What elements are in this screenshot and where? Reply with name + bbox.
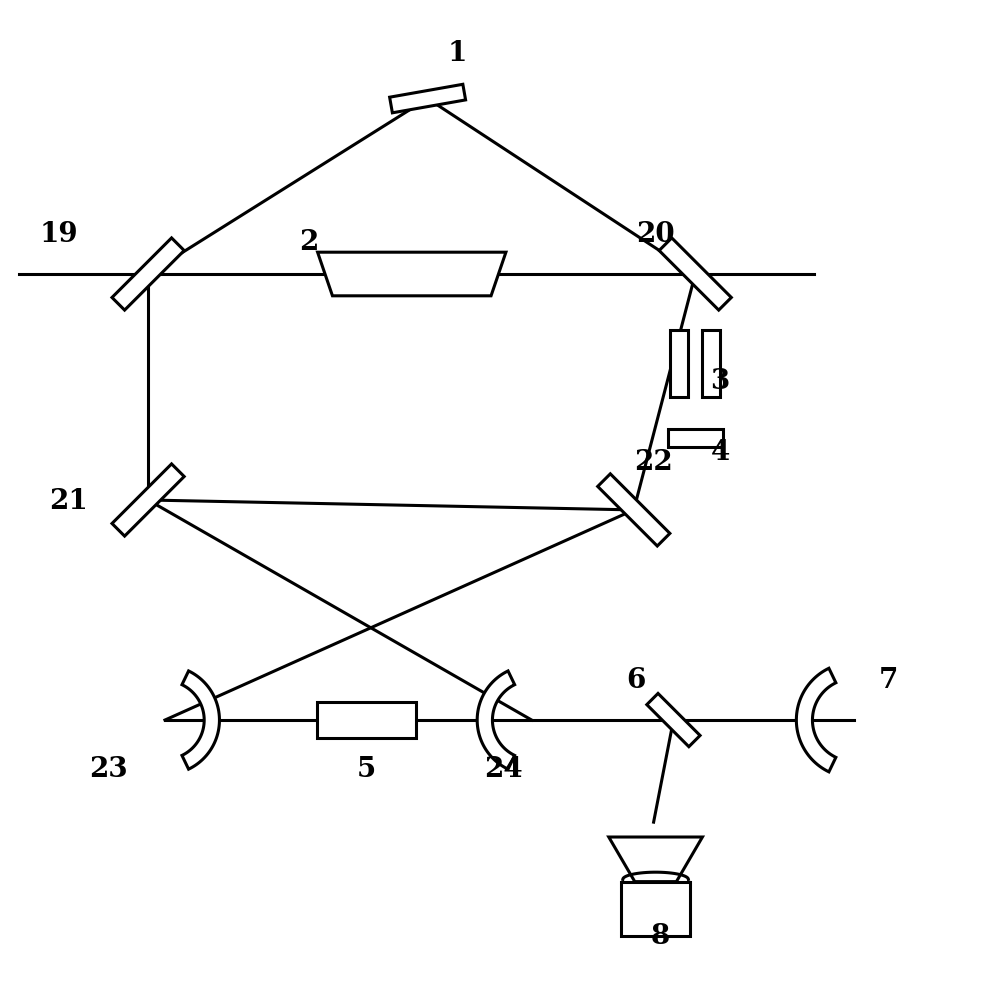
Polygon shape	[621, 882, 690, 936]
Polygon shape	[390, 84, 465, 113]
Polygon shape	[182, 671, 220, 769]
Polygon shape	[112, 464, 184, 536]
Polygon shape	[318, 252, 506, 296]
Polygon shape	[659, 238, 732, 310]
Text: 2: 2	[299, 229, 318, 256]
Text: 3: 3	[711, 368, 730, 395]
Text: 8: 8	[651, 923, 670, 950]
Polygon shape	[647, 693, 700, 747]
Text: 23: 23	[89, 756, 128, 783]
Polygon shape	[668, 429, 723, 447]
Text: 5: 5	[357, 756, 376, 783]
Text: 6: 6	[626, 667, 645, 694]
Text: 1: 1	[447, 40, 467, 67]
Text: 22: 22	[634, 449, 673, 476]
Polygon shape	[608, 837, 703, 882]
Text: 19: 19	[40, 221, 79, 248]
Polygon shape	[671, 330, 688, 397]
Text: 7: 7	[879, 667, 899, 694]
Polygon shape	[702, 330, 720, 397]
Text: 21: 21	[50, 488, 88, 515]
Text: 4: 4	[711, 439, 730, 466]
Polygon shape	[317, 702, 415, 738]
Polygon shape	[597, 474, 670, 546]
Polygon shape	[112, 238, 184, 310]
Text: 20: 20	[636, 221, 675, 248]
Text: 24: 24	[484, 756, 522, 783]
Polygon shape	[477, 671, 515, 769]
Polygon shape	[796, 668, 836, 772]
